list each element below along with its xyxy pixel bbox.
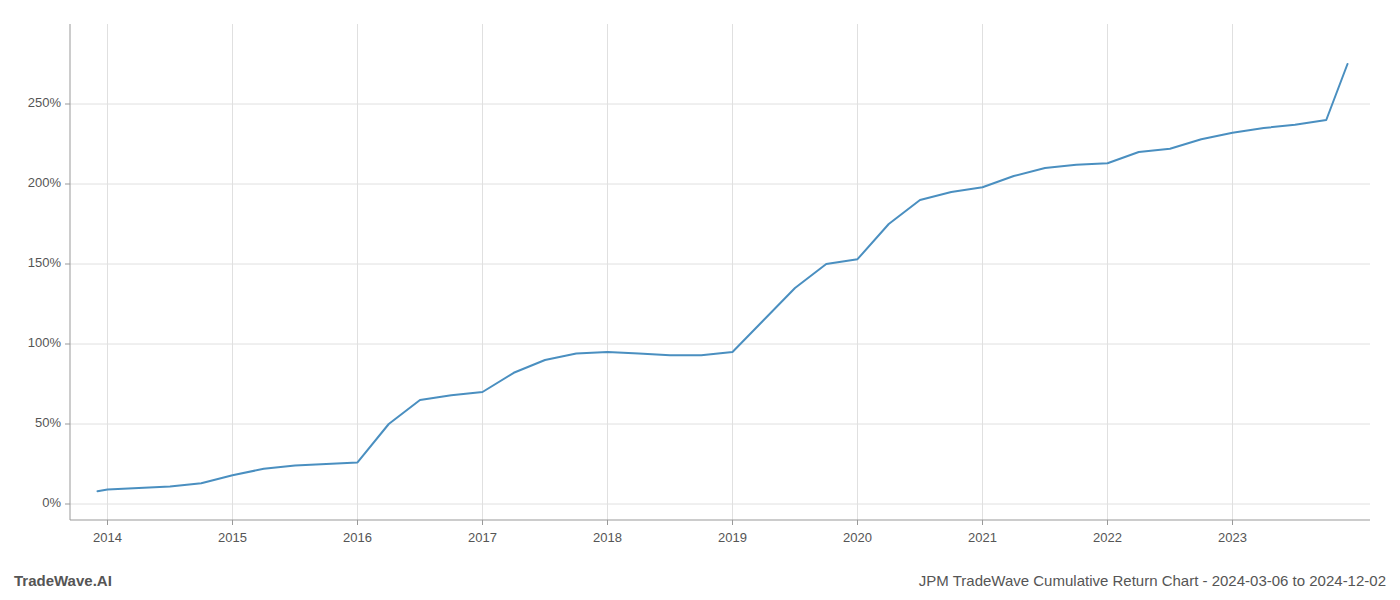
tick-y [65, 424, 70, 425]
axis-line-x [70, 520, 1370, 521]
tick-label-y: 0% [42, 495, 61, 510]
axes: 0% 50% 100% 150% 200% 250% 2014 2015 2016 2017 201… [28, 24, 1370, 545]
marks [98, 64, 1348, 491]
tick-x [857, 520, 858, 525]
grid-line-y [70, 264, 1370, 265]
tick-x [607, 520, 608, 525]
tick-label-x: 2022 [1093, 530, 1122, 545]
tick-label-y: 200% [28, 175, 62, 190]
tick-x [107, 520, 108, 525]
tick-label-y: 50% [35, 415, 61, 430]
tick-label-y: 100% [28, 335, 62, 350]
tick-label-x: 2020 [843, 530, 872, 545]
tick-x [1107, 520, 1108, 525]
tick-label-x: 2021 [968, 530, 997, 545]
grid [70, 24, 1370, 520]
tick-label-x: 2015 [218, 530, 247, 545]
tick-x [482, 520, 483, 525]
tick-x [982, 520, 983, 525]
grid-line-y [70, 104, 1370, 105]
grid-line-x [232, 24, 233, 520]
chart: 0% 50% 100% 150% 200% 250% 2014 2015 2016 2017 201… [0, 0, 1400, 600]
tick-y [65, 344, 70, 345]
grid-line-x [1107, 24, 1108, 520]
tick-x [232, 520, 233, 525]
grid-line-x [357, 24, 358, 520]
tick-label-x: 2017 [468, 530, 497, 545]
tick-y [65, 184, 70, 185]
grid-line-x [107, 24, 108, 520]
grid-line-x [607, 24, 608, 520]
title: JPM TradeWave Cumulative Return Chart - … [919, 572, 1386, 589]
line [98, 64, 1348, 491]
tick-label-x: 2019 [718, 530, 747, 545]
grid-line-y [70, 344, 1370, 345]
axis-line-y [70, 24, 71, 520]
tick-y [65, 104, 70, 105]
grid-line-y [70, 504, 1370, 505]
tick-label-x: 2018 [593, 530, 622, 545]
tick-y [65, 504, 70, 505]
tick-x [732, 520, 733, 525]
tick-x [1232, 520, 1233, 525]
tick-y [65, 264, 70, 265]
grid-line-x [857, 24, 858, 520]
page: {"chart_data": {"type": "line", "title":… [0, 0, 1400, 600]
watermark: TradeWave.AI [14, 572, 112, 589]
grid-line-y [70, 184, 1370, 185]
texts: TradeWave.AI JPM TradeWave Cumulative Ret… [14, 572, 1386, 589]
tick-label-x: 2016 [343, 530, 372, 545]
tick-label-x: 2023 [1218, 530, 1247, 545]
tick-x [357, 520, 358, 525]
grid-line-x [482, 24, 483, 520]
grid-line-x [982, 24, 983, 520]
grid-line-x [732, 24, 733, 520]
tick-label-y: 250% [28, 95, 62, 110]
grid-line-x [1232, 24, 1233, 520]
tick-label-y: 150% [28, 255, 62, 270]
tick-label-x: 2014 [93, 530, 122, 545]
grid-line-y [70, 424, 1370, 425]
